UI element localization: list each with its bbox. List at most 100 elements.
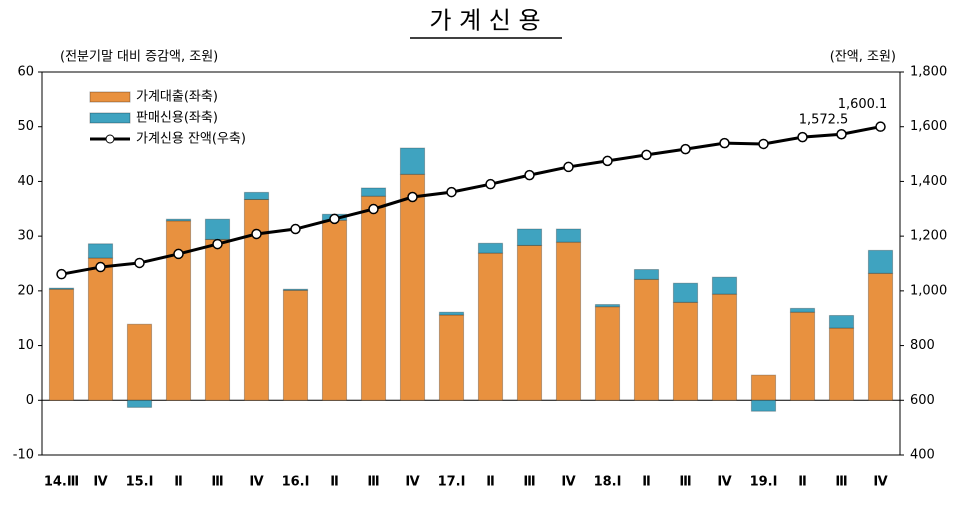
bar: [48, 287, 75, 290]
bar: [516, 244, 543, 401]
line-point: [134, 257, 145, 269]
bar: [828, 314, 855, 329]
bar: [165, 220, 192, 401]
line-point: [251, 228, 262, 240]
x-tick-label: Ⅱ: [486, 475, 495, 490]
bar: [711, 276, 738, 295]
bar: [48, 288, 75, 401]
line-point: [173, 248, 184, 260]
data-label: 1,600.1: [838, 97, 888, 112]
bar: [399, 173, 426, 401]
x-tick-label: Ⅲ: [211, 475, 223, 490]
y2-tick-label: 1,800: [910, 65, 947, 80]
line-point: [602, 155, 613, 167]
x-tick-label: Ⅱ: [798, 475, 807, 490]
bar: [750, 374, 777, 401]
legend-label: 가계대출(좌축): [136, 90, 218, 105]
bar: [282, 288, 309, 291]
legend-marker: [105, 134, 115, 144]
line-point: [56, 268, 67, 280]
x-tick-label: Ⅱ: [642, 475, 651, 490]
y-axis-label: (전분기말 대비 증감액, 조원): [60, 50, 218, 65]
bar: [360, 195, 387, 401]
bar: [516, 228, 543, 246]
bar: [594, 306, 621, 401]
x-tick-label: 19.Ⅰ: [750, 475, 778, 490]
bar: [87, 243, 114, 259]
x-tick-label: 17.Ⅰ: [438, 475, 466, 490]
y-tick-label: 0: [26, 393, 34, 408]
y-tick-label: -10: [13, 448, 34, 463]
line-point: [485, 178, 496, 190]
line-point: [563, 161, 574, 173]
y2-tick-label: 400: [910, 448, 935, 463]
x-tick-label: Ⅱ: [330, 475, 339, 490]
legend-label: 가계신용 잔액(우축): [136, 132, 246, 147]
line-point: [407, 191, 418, 203]
line-point: [875, 121, 886, 132]
line-point: [680, 143, 691, 155]
y2-axis-label: (잔액, 조원): [830, 50, 896, 65]
bar: [867, 272, 894, 401]
y-tick-label: 10: [17, 338, 34, 353]
chart-title: 가 계 신 용: [429, 7, 540, 35]
line-point: [836, 128, 847, 140]
y2-tick-label: 1,400: [910, 174, 947, 189]
y-tick-label: 30: [17, 229, 34, 244]
x-tick-label: Ⅲ: [679, 475, 691, 490]
x-tick-label: Ⅳ: [93, 475, 108, 490]
x-tick-label: Ⅳ: [561, 475, 576, 490]
y2-tick-label: 600: [910, 393, 935, 408]
x-tick-label: Ⅲ: [367, 475, 379, 490]
line-point: [446, 186, 457, 198]
line: [61, 125, 881, 276]
bar: [555, 241, 582, 401]
line-point: [212, 238, 223, 250]
legend-swatch: [89, 112, 131, 124]
plot-frame: [41, 71, 901, 456]
x-tick-label: Ⅲ: [835, 475, 847, 490]
bar: [165, 218, 192, 222]
line-point: [797, 131, 808, 143]
x-tick-label: 18.Ⅰ: [594, 475, 622, 490]
bar: [633, 278, 660, 401]
line-point: [758, 138, 769, 150]
x-tick-label: 14.Ⅲ: [44, 475, 79, 490]
bar: [282, 289, 309, 401]
bar: [321, 219, 348, 401]
line-point: [290, 223, 301, 235]
line-point: [95, 261, 106, 273]
bar: [126, 323, 153, 401]
x-tick-label: Ⅲ: [523, 475, 535, 490]
x-tick-label: 15.Ⅰ: [126, 475, 154, 490]
bar: [750, 399, 777, 412]
bar: [204, 238, 231, 401]
bar: [594, 304, 621, 308]
bar: [360, 187, 387, 197]
x-tick-label: Ⅳ: [717, 475, 732, 490]
x-tick-label: Ⅳ: [405, 475, 420, 490]
line-point: [719, 137, 730, 149]
y-tick-label: 60: [17, 65, 34, 80]
x-tick-label: Ⅳ: [873, 475, 888, 490]
bar: [438, 314, 465, 401]
line-point: [524, 169, 535, 181]
bar: [243, 191, 270, 200]
bar: [672, 301, 699, 401]
x-tick-label: 16.Ⅰ: [282, 475, 310, 490]
bar: [828, 327, 855, 401]
bar: [789, 307, 816, 313]
legend-swatch: [89, 91, 131, 103]
bar: [672, 282, 699, 303]
bar: [789, 311, 816, 401]
bar: [633, 269, 660, 280]
y-tick-label: 40: [17, 174, 34, 189]
y2-tick-label: 1,600: [910, 119, 947, 134]
bar: [87, 257, 114, 401]
bar: [204, 218, 231, 240]
y2-tick-label: 1,000: [910, 283, 947, 298]
bar: [477, 242, 504, 254]
bar: [477, 252, 504, 401]
data-label: 1,572.5: [799, 113, 849, 128]
